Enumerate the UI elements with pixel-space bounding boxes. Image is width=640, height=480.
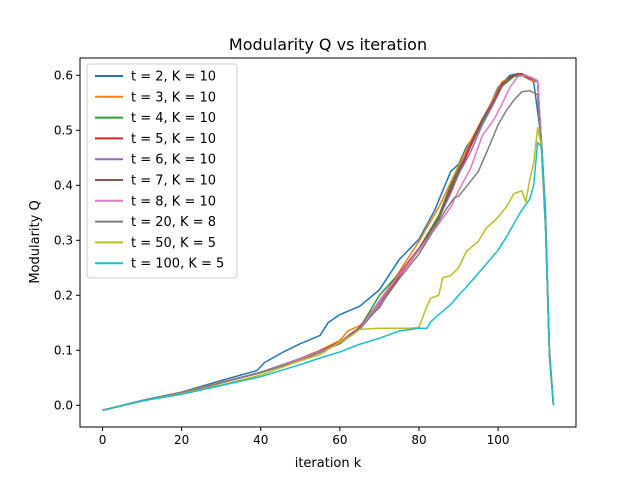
x-tick-label: 20: [174, 433, 189, 447]
legend-label: t = 3, K = 10: [131, 90, 216, 105]
x-tick-label: 60: [332, 433, 347, 447]
y-tick-label: 0.2: [54, 288, 73, 302]
x-tick-label: 80: [411, 433, 426, 447]
x-axis-label: iteration k: [295, 456, 362, 471]
legend-label: t = 100, K = 5: [131, 257, 224, 272]
y-tick-label: 0.6: [54, 68, 73, 82]
plot-frame: [79, 57, 577, 428]
y-axis-ticks: 0.0 0.1 0.2 0.3 0.4 0.5 0.6: [54, 68, 80, 412]
x-axis-ticks: 0 20 40 60 80 100: [99, 427, 510, 447]
x-tick-label: 0: [99, 433, 107, 447]
y-tick-label: 0.0: [54, 398, 73, 412]
legend-label: t = 4, K = 10: [131, 111, 216, 126]
y-axis-label: Modularity Q: [28, 200, 43, 283]
series-line-8: [102, 89, 555, 411]
legend-label: t = 8, K = 10: [131, 194, 216, 209]
legend-box: [86, 63, 238, 279]
y-tick-label: 0.5: [54, 123, 73, 137]
legend: t = 2, K = 10 t = 3, K = 10 t = 4, K = 10 t…: [86, 63, 238, 279]
x-tick-label: 100: [487, 433, 510, 447]
y-tick-label: 0.1: [54, 343, 73, 357]
chart-title: Modularity Q vs iteration: [229, 35, 427, 54]
legend-label: t = 6, K = 10: [131, 153, 216, 168]
legend-label: t = 5, K = 10: [131, 132, 216, 147]
legend-label: t = 2, K = 10: [131, 70, 216, 85]
series-line-10: [102, 141, 555, 411]
series-line-9: [102, 126, 555, 411]
y-tick-label: 0.4: [54, 178, 73, 192]
legend-label: t = 7, K = 10: [131, 174, 216, 189]
y-tick-label: 0.3: [54, 233, 73, 247]
legend-label: t = 50, K = 5: [131, 236, 216, 251]
x-tick-label: 40: [253, 433, 268, 447]
legend-label: t = 20, K = 8: [131, 215, 216, 230]
series-lines: [102, 72, 555, 411]
